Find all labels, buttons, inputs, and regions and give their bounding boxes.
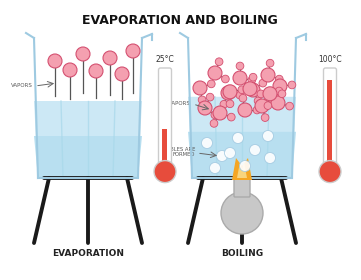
Circle shape [239,94,247,102]
Circle shape [236,91,244,99]
Circle shape [215,58,223,66]
Circle shape [221,86,235,100]
Circle shape [227,113,235,121]
Circle shape [253,106,261,114]
Circle shape [275,94,283,102]
Circle shape [257,90,265,98]
Polygon shape [237,162,247,178]
Circle shape [206,93,214,101]
Circle shape [286,102,293,110]
FancyBboxPatch shape [158,68,171,167]
Polygon shape [188,97,296,178]
Circle shape [89,64,103,78]
Circle shape [248,76,256,84]
Text: VAPORS: VAPORS [11,83,33,88]
Text: 25°C: 25°C [156,55,174,64]
Text: EVAPORATION: EVAPORATION [52,249,124,258]
Circle shape [193,81,207,95]
Circle shape [220,101,228,108]
Circle shape [232,132,244,144]
Circle shape [273,79,287,93]
Circle shape [126,44,140,58]
Polygon shape [232,158,252,180]
Circle shape [275,75,283,83]
Circle shape [213,106,227,120]
Circle shape [262,130,274,141]
Circle shape [48,54,62,68]
Circle shape [319,161,341,183]
Circle shape [76,47,90,61]
Circle shape [263,87,277,101]
Circle shape [238,86,246,94]
Circle shape [246,83,260,97]
Circle shape [271,96,285,110]
Polygon shape [188,132,296,178]
Circle shape [226,100,234,108]
Circle shape [275,87,283,95]
FancyBboxPatch shape [162,129,168,169]
Circle shape [222,75,229,83]
Circle shape [264,102,272,109]
FancyBboxPatch shape [327,80,332,169]
Circle shape [239,160,251,171]
Polygon shape [34,136,142,178]
Circle shape [259,79,267,87]
Text: BUBBLES ARE
FORMED: BUBBLES ARE FORMED [158,147,195,157]
Circle shape [233,71,247,85]
Circle shape [278,90,286,98]
Circle shape [63,63,77,77]
Circle shape [255,99,269,113]
Circle shape [201,137,213,148]
Text: 100°C: 100°C [318,55,342,64]
Circle shape [249,73,257,81]
Circle shape [238,103,252,117]
FancyBboxPatch shape [323,68,336,167]
Circle shape [261,68,275,82]
Circle shape [103,51,117,65]
Circle shape [249,144,261,155]
Circle shape [210,120,218,127]
Circle shape [115,67,129,81]
Circle shape [254,97,262,105]
Circle shape [223,85,237,99]
Text: EVAPORATION AND BOILING: EVAPORATION AND BOILING [82,14,278,27]
Circle shape [269,97,277,105]
Circle shape [243,82,257,96]
Circle shape [236,62,244,70]
Circle shape [208,80,215,88]
Circle shape [265,153,275,164]
Circle shape [217,151,227,162]
Circle shape [208,66,222,80]
Circle shape [198,96,206,104]
Circle shape [266,59,274,67]
Circle shape [198,101,212,115]
Circle shape [261,114,269,122]
Circle shape [288,81,296,89]
Polygon shape [34,101,142,178]
FancyBboxPatch shape [234,179,250,197]
Ellipse shape [221,192,263,234]
Text: BOILING: BOILING [221,249,263,258]
Circle shape [225,148,235,158]
Text: VAPORS: VAPORS [169,101,191,106]
Circle shape [211,111,219,119]
Circle shape [154,161,176,183]
Circle shape [209,162,221,174]
